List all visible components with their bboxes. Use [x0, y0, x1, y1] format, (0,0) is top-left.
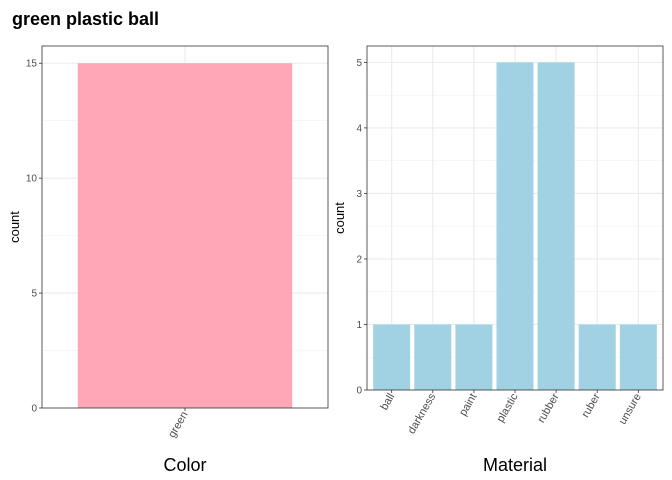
y-tick-label: 5	[356, 58, 362, 69]
x-tick-label: paint	[457, 392, 479, 419]
bar-paint	[455, 324, 493, 390]
x-tick-label: unsure	[617, 392, 644, 427]
bar-green	[77, 63, 293, 408]
x-axis-title: Color	[163, 455, 206, 475]
x-axis-title: Material	[483, 455, 547, 475]
bar-unsure	[619, 324, 657, 390]
y-tick-label: 15	[26, 59, 38, 70]
bar-ball	[373, 324, 411, 390]
y-tick-label: 5	[31, 289, 37, 300]
bar-rubber	[537, 62, 575, 390]
y-tick-label: 3	[356, 189, 362, 200]
y-tick-label: 0	[31, 404, 37, 415]
x-tick-label: green	[166, 410, 190, 440]
bar-darkness	[414, 324, 452, 390]
x-tick-label: rubber	[535, 391, 561, 425]
y-tick-label: 4	[356, 123, 362, 134]
material-panel: 0 1 2 3 4 5 ball darkness paint plastic rubber rube…	[332, 45, 664, 475]
bar-ruber	[578, 324, 616, 390]
x-tick-label: ruber	[580, 391, 603, 420]
x-tick-label: ball	[378, 392, 397, 413]
y-tick-label: 10	[26, 174, 38, 185]
y-tick-label: 1	[356, 320, 362, 331]
page-title: green plastic ball	[12, 9, 160, 29]
x-tick-label: darkness	[406, 391, 439, 436]
color-panel: 0 5 10 15 green Color count	[7, 45, 329, 475]
y-tick-label: 0	[356, 386, 362, 397]
y-axis-title: count	[7, 211, 22, 243]
y-axis-title: count	[332, 202, 347, 234]
y-tick-label: 2	[356, 254, 362, 265]
bar-plastic	[496, 62, 534, 390]
x-tick-label: plastic	[495, 391, 521, 424]
